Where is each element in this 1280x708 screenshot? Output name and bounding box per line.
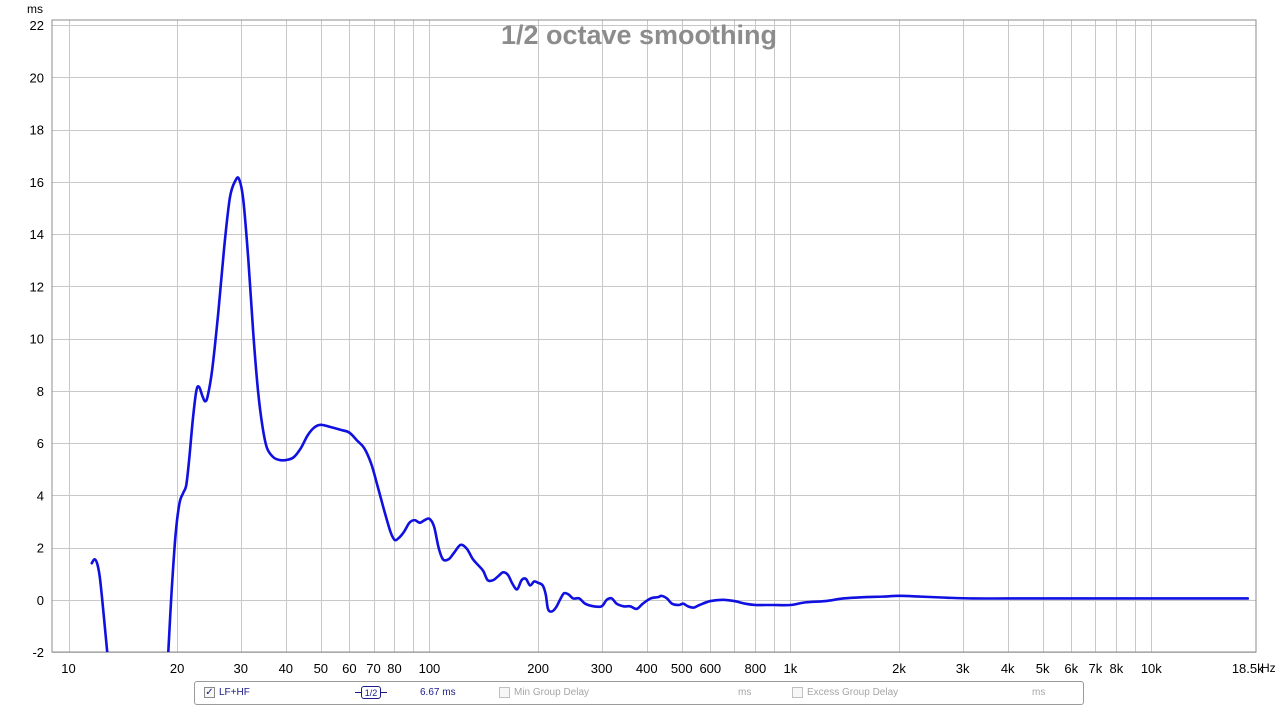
series-line-lf-hf: [167, 176, 1250, 652]
excess-group-delay-label: Excess Group Delay: [807, 687, 899, 698]
series-group: [90, 176, 1250, 652]
lf-hf-label: LF+HF: [219, 687, 250, 698]
y-tick-label: 4: [37, 488, 44, 503]
series-line-lf-hf: [90, 557, 109, 652]
min-group-delay-toggle[interactable]: Min Group Delay: [499, 687, 589, 698]
min-group-delay-label: Min Group Delay: [514, 687, 590, 698]
excess-group-delay-checkbox[interactable]: [792, 687, 803, 698]
x-tick-label: 500: [671, 661, 693, 676]
x-tick-label: 200: [527, 661, 549, 676]
x-tick-label: 10: [61, 661, 75, 676]
x-tick-label: 3k: [956, 661, 970, 676]
y-tick-label: 14: [30, 227, 44, 242]
x-tick-label: 300: [591, 661, 613, 676]
x-tick-label: 7k: [1089, 661, 1103, 676]
y-tick-label: 10: [30, 332, 44, 347]
x-tick-label: 5k: [1036, 661, 1050, 676]
x-tick-label: 50: [314, 661, 328, 676]
x-tick-label: 20: [170, 661, 184, 676]
y-tick-label: 18: [30, 123, 44, 138]
min-group-delay-checkbox[interactable]: [499, 687, 510, 698]
x-tick-label: 2k: [892, 661, 906, 676]
lf-hf-checkbox[interactable]: ✓: [204, 686, 215, 698]
smoothing-right-line: [381, 692, 387, 693]
y-tick-label: 22: [30, 18, 44, 33]
y-tick-label: 12: [30, 279, 44, 294]
y-tick-label: 6: [37, 436, 44, 451]
x-tick-label: 70: [366, 661, 380, 676]
plot-frame: [51, 19, 1257, 653]
group-delay-chart: 1/2 octave smoothing ms Hz -2 0 2 4 6 8 10 12 14…: [27, 2, 1276, 676]
plot-background: [52, 20, 1256, 652]
x-tick-label: 4k: [1001, 661, 1015, 676]
y-tick-label: 8: [37, 384, 44, 399]
smoothing-control[interactable]: 1/2: [355, 686, 387, 700]
x-tick-label: 60: [342, 661, 356, 676]
excess-group-delay-toggle[interactable]: Excess Group Delay: [792, 687, 898, 698]
lf-hf-value: 6.67 ms: [420, 687, 456, 698]
x-tick-label: 400: [636, 661, 658, 676]
y-tick-labels: -2 0 2 4 6 8 10 12 14 16 18 20 22: [30, 18, 44, 660]
x-tick-label: 100: [419, 661, 441, 676]
x-tick-label: 40: [279, 661, 293, 676]
x-tick-label: 1k: [784, 661, 798, 676]
x-tick-label: 18.5k: [1232, 661, 1264, 676]
y-tick-label: -2: [32, 645, 44, 660]
x-tick-label: 8k: [1109, 661, 1123, 676]
y-tick-label: 20: [30, 70, 44, 85]
legend-bar: ✓ LF+HF 1/2 6.67 ms Min Group Delay ms E…: [194, 681, 1084, 705]
x-tick-label: 80: [387, 661, 401, 676]
lf-hf-toggle[interactable]: ✓ LF+HF: [204, 687, 250, 698]
min-group-delay-unit: ms: [738, 687, 752, 698]
smoothing-left-line: [355, 692, 361, 693]
y-axis-unit: ms: [27, 2, 43, 16]
x-tick-label: 6k: [1064, 661, 1078, 676]
smoothing-value-box[interactable]: 1/2: [361, 686, 381, 699]
y-tick-label: 16: [30, 175, 44, 190]
x-tick-labels: 10 20 30 40 50 60 70 80 100 200 300 400 500 600 800 1k 2…: [61, 661, 1264, 676]
y-tick-label: 2: [37, 541, 44, 556]
chart-title: 1/2 octave smoothing: [501, 20, 777, 50]
x-tick-label: 600: [699, 661, 721, 676]
x-tick-label: 800: [745, 661, 767, 676]
x-axis-unit: Hz: [1261, 661, 1276, 675]
excess-group-delay-unit: ms: [1032, 687, 1046, 698]
y-tick-label: 0: [37, 593, 44, 608]
x-tick-label: 10k: [1141, 661, 1162, 676]
x-tick-label: 30: [233, 661, 247, 676]
